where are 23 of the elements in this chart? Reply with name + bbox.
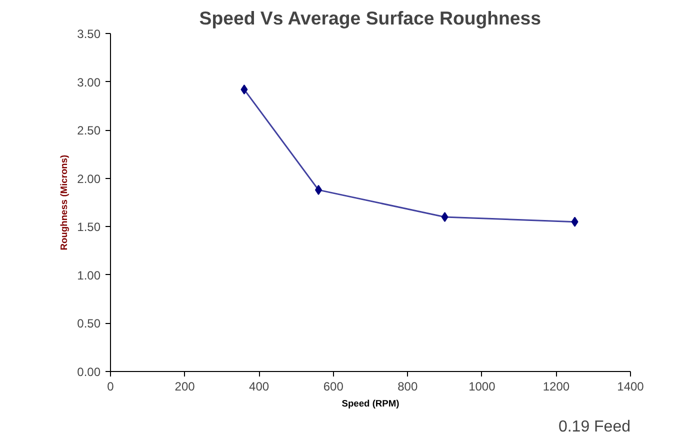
x-tick-label: 0 bbox=[107, 380, 114, 394]
x-tick-label: 1200 bbox=[542, 380, 570, 394]
y-tick-label: 3.00 bbox=[77, 75, 101, 90]
x-tick-label: 1400 bbox=[617, 380, 644, 394]
y-tick-label: 1.00 bbox=[77, 268, 101, 282]
y-tick-label: 2.00 bbox=[77, 172, 101, 186]
x-tick-label: 800 bbox=[398, 380, 418, 394]
point bbox=[240, 84, 248, 95]
point bbox=[571, 216, 578, 227]
x-tick-label: 400 bbox=[249, 380, 270, 394]
point bbox=[441, 212, 448, 222]
y-tick-label: 1.50 bbox=[77, 220, 101, 234]
y-tick-label: 0.50 bbox=[77, 316, 101, 331]
text: 0.19 Feed bbox=[558, 418, 631, 436]
x-axis-title: Speed (RPM) bbox=[342, 398, 400, 408]
chart-title: Speed Vs Average Surface Roughness bbox=[199, 8, 542, 28]
x-tick-label: 200 bbox=[174, 380, 196, 394]
x-tick-label: 600 bbox=[323, 380, 344, 394]
y-tick-label: 2.50 bbox=[77, 124, 101, 138]
y-axis-title: Roughness (Microns) bbox=[59, 154, 70, 250]
y-tick-label: 0.00 bbox=[77, 365, 101, 379]
x-tick-label: 1000 bbox=[468, 380, 496, 394]
y-tick-label: 3.50 bbox=[77, 27, 101, 41]
